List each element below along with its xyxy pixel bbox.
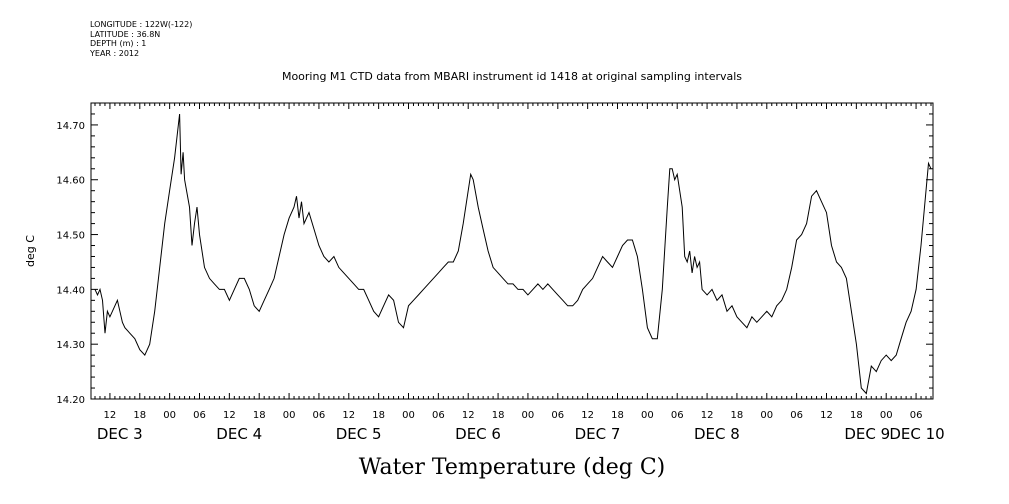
x-tick-label: 06: [432, 410, 445, 421]
x-tick-label: 00: [641, 410, 654, 421]
x-tick-label: 00: [880, 410, 893, 421]
x-tick-label: 06: [193, 410, 206, 421]
y-tick-labels: 14.20 14.30 14.40 14.50 14.60 14.70: [56, 121, 85, 406]
x-tick-label: 06: [313, 410, 326, 421]
x-day-label: DEC 3: [97, 425, 143, 443]
x-day-label: DEC 7: [575, 425, 621, 443]
y-tick-label: 14.20: [56, 395, 85, 406]
x-tick-label: 12: [820, 410, 833, 421]
y-tick-label: 14.70: [56, 121, 85, 132]
x-tick-label: 12: [104, 410, 117, 421]
x-day-labels: DEC 3 DEC 4 DEC 5 DEC 6 DEC 7 DEC 8 DEC 9 DEC 1…: [97, 425, 945, 443]
x-tick-label: 00: [283, 410, 296, 421]
x-tick-label: 18: [133, 410, 146, 421]
metadata-depth: DEPTH (m) : 1: [90, 39, 147, 48]
x-tick-label: 00: [402, 410, 415, 421]
x-tick-label: 18: [850, 410, 863, 421]
x-axis-label: Water Temperature (deg C): [359, 455, 666, 480]
x-tick-label: 18: [492, 410, 505, 421]
axis-ticks: [91, 102, 933, 400]
y-tick-label: 14.50: [56, 231, 85, 242]
x-day-label: DEC 5: [336, 425, 382, 443]
metadata-year: YEAR : 2012: [90, 48, 140, 58]
x-tick-label: 00: [760, 410, 773, 421]
x-tick-label: 18: [611, 410, 624, 421]
y-axis-label: deg C: [24, 235, 37, 267]
x-day-label: DEC 10: [889, 425, 944, 443]
x-tick-label: 12: [342, 410, 355, 421]
x-day-label: DEC 8: [694, 425, 740, 443]
metadata-latitude: LATITUDE : 36.8N: [90, 29, 161, 39]
chart-title: Mooring M1 CTD data from MBARI instrumen…: [282, 70, 742, 83]
x-tick-labels: 12 18 00 06 12 18 00 06 12 18 00 06 12 18 00 06 12 18 00 06…: [104, 410, 923, 421]
x-tick-label: 12: [462, 410, 475, 421]
metadata-block: LONGITUDE : 122W(-122) LATITUDE : 36.8N …: [90, 20, 192, 58]
metadata-longitude: LONGITUDE : 122W(-122): [90, 20, 193, 29]
y-tick-label: 14.30: [56, 340, 85, 351]
x-tick-label: 12: [581, 410, 594, 421]
x-day-label: DEC 6: [455, 425, 501, 443]
x-tick-label: 00: [163, 410, 176, 421]
x-tick-label: 06: [790, 410, 803, 421]
x-tick-label: 06: [910, 410, 923, 421]
x-day-label: DEC 4: [216, 425, 262, 443]
x-tick-label: 06: [671, 410, 684, 421]
y-tick-label: 14.60: [56, 176, 85, 187]
x-tick-label: 18: [253, 410, 266, 421]
x-tick-label: 18: [372, 410, 385, 421]
x-tick-label: 06: [551, 410, 564, 421]
y-tick-label: 14.40: [56, 285, 85, 296]
x-day-label: DEC 9: [844, 425, 890, 443]
x-tick-label: 00: [522, 410, 535, 421]
x-tick-label: 18: [731, 410, 744, 421]
x-tick-label: 12: [223, 410, 236, 421]
temperature-series-line: [94, 113, 932, 395]
plot-frame: [90, 102, 934, 400]
x-tick-label: 12: [701, 410, 714, 421]
